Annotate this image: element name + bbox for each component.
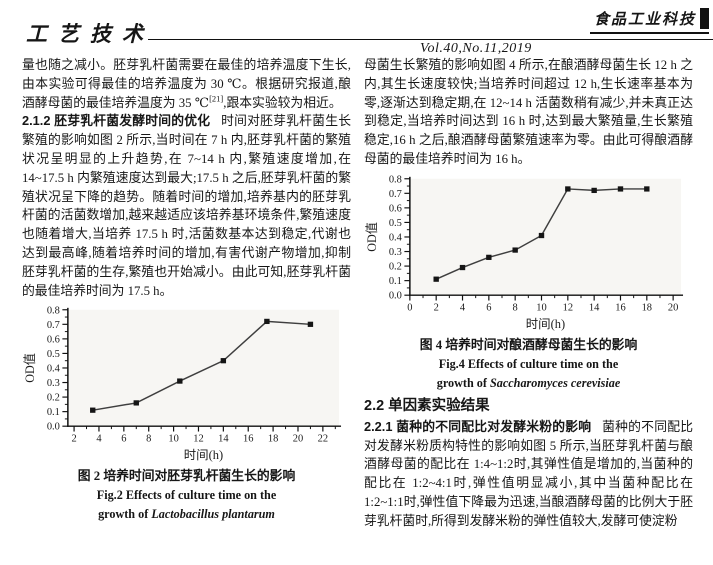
figure2: 2 4 6 8 10 12 14 16 18 20 22 0.0 0.1 0.2 0.3 0.4 0.5 0.6 0… (22, 302, 351, 524)
caption-text: growth of (436, 375, 490, 390)
svg-text:18: 18 (642, 303, 652, 314)
figure4-caption-zh: 图 4 培养时间对酿酒酵母菌生长的影响 (419, 337, 638, 352)
svg-text:12: 12 (193, 434, 203, 445)
svg-text:0.1: 0.1 (47, 408, 60, 419)
svg-text:0.3: 0.3 (47, 378, 60, 389)
journal-title-text: 食品工业科技 (593, 12, 696, 28)
svg-text:0.5: 0.5 (389, 218, 402, 229)
svg-text:14: 14 (589, 303, 599, 314)
figure2-caption-zh: 图 2 培养时间对胚芽乳杆菌生长的影响 (77, 469, 296, 484)
svg-text:8: 8 (513, 303, 518, 314)
svg-text:0.3: 0.3 (389, 247, 402, 258)
svg-text:0.5: 0.5 (47, 349, 60, 360)
svg-text:0.8: 0.8 (389, 174, 402, 185)
svg-text:14: 14 (218, 434, 228, 445)
two-column-body: 量也随之减小。胚芽乳杆菌需要在最佳的培养温度下生长,由本实验可得最佳的培养温度为… (22, 56, 693, 531)
section-2-2-1-heading: 2.2.1 菌种的不同配比对发酵米粉的影响 (364, 418, 592, 434)
section-2-1-2-body: 时间对胚芽乳杆菌生长繁殖的影响如图 2 所示,当时间在 7 h 内,胚芽乳杆菌的… (22, 114, 351, 298)
svg-text:10: 10 (536, 303, 546, 314)
svg-text:18: 18 (268, 434, 278, 445)
paragraph-yeast-growth: 母菌生长繁殖的影响如图 4 所示,在酿酒酵母菌生长 12 h 之内,其生长速度较… (364, 58, 693, 166)
right-column: 母菌生长繁殖的影响如图 4 所示,在酿酒酵母菌生长 12 h 之内,其生长速度较… (364, 56, 693, 531)
svg-text:16: 16 (243, 434, 253, 445)
figure4-line-chart: 0 2 4 6 8 10 12 14 16 18 20 0.0 0.1 0.2 0.3 0.4 0.5 0.6 0.… (364, 174, 684, 331)
caption-text: growth of (98, 507, 152, 522)
svg-text:0.0: 0.0 (47, 422, 60, 433)
volume-info: Vol.40,No.11,2019 (420, 41, 532, 56)
svg-text:0.6: 0.6 (389, 203, 402, 214)
svg-text:OD值: OD值 (22, 354, 37, 384)
svg-text:0.6: 0.6 (47, 335, 60, 346)
header-divider (148, 39, 713, 40)
figure2-caption-en-line2: growth of Lactobacillus plantarum (22, 505, 351, 524)
svg-text:0.2: 0.2 (389, 261, 402, 272)
svg-text:4: 4 (96, 434, 101, 445)
svg-text:时间(h): 时间(h) (526, 317, 565, 331)
figure4: 0 2 4 6 8 10 12 14 16 18 20 0.0 0.1 0.2 0.3 0.4 0.5 0.6 0.… (364, 171, 693, 393)
svg-text:0.7: 0.7 (47, 320, 60, 331)
svg-text:0.7: 0.7 (389, 189, 402, 200)
section-2-2-1-paragraph: 2.2.1 菌种的不同配比对发酵米粉的影响 菌种的不同配比对发酵米粉质构特性的影响… (364, 418, 693, 531)
figure2-caption-en-line1: Fig.2 Effects of culture time on the (96, 488, 277, 503)
figure2-line-chart: 2 4 6 8 10 12 14 16 18 20 22 0.0 0.1 0.2 0.3 0.4 0.5 0.6 0… (22, 306, 342, 463)
svg-text:0.0: 0.0 (389, 291, 402, 302)
svg-text:0.8: 0.8 (47, 306, 60, 317)
section-2-1-2-heading: 2.1.2 胚芽乳杆菌发酵时间的优化 (22, 113, 211, 129)
svg-text:8: 8 (146, 434, 151, 445)
svg-text:10: 10 (168, 434, 178, 445)
paragraph-culture-temperature: 量也随之减小。胚芽乳杆菌需要在最佳的培养温度下生长,由本实验可得最佳的培养温度为… (22, 56, 351, 112)
svg-text:16: 16 (615, 303, 625, 314)
journal-section-logo: 工艺技术 (26, 22, 154, 46)
figure4-caption-en-line2: growth of Saccharomyces cerevisiae (364, 374, 693, 393)
journal-title-logo: 食品工业科技 (589, 7, 709, 34)
paragraph-text: ,跟本实验较为相近。 (223, 95, 342, 110)
citation-superscript: [21] (209, 93, 224, 104)
svg-text:0.4: 0.4 (389, 232, 402, 243)
svg-text:0.4: 0.4 (47, 364, 60, 375)
svg-text:时间(h): 时间(h) (184, 449, 223, 463)
svg-text:12: 12 (563, 303, 573, 314)
section-2-1-2-paragraph: 2.1.2 胚芽乳杆菌发酵时间的优化 时间对胚芽乳杆菌生长繁殖的影响如图 2 所示… (22, 112, 351, 300)
svg-text:20: 20 (668, 303, 678, 314)
section-2-2-1-body: 菌种的不同配比对发酵米粉质构特性的影响如图 5 所示,当胚芽乳杆菌与酿酒酵母菌的… (364, 419, 693, 528)
journal-logo-bar (700, 8, 709, 29)
left-column: 量也随之减小。胚芽乳杆菌需要在最佳的培养温度下生长,由本实验可得最佳的培养温度为… (22, 56, 351, 531)
section-2-2-heading: 2.2 单因素实验结果 (364, 397, 490, 414)
svg-text:2: 2 (434, 303, 439, 314)
paragraph-text: 量也随之减小。胚芽乳杆菌需要在最佳的培养温度下生长,由本实验可得最佳的培养温度为… (22, 58, 351, 110)
figure4-caption-en-line1: Fig.4 Effects of culture time on the (438, 356, 619, 371)
svg-text:20: 20 (293, 434, 303, 445)
svg-text:0: 0 (407, 303, 412, 314)
svg-text:4: 4 (460, 303, 465, 314)
species-name: Saccharomyces cerevisiae (489, 375, 621, 390)
svg-text:2: 2 (71, 434, 76, 445)
svg-text:6: 6 (486, 303, 491, 314)
svg-text:0.1: 0.1 (389, 276, 402, 287)
svg-text:0.2: 0.2 (47, 393, 60, 404)
svg-text:OD值: OD值 (364, 222, 379, 252)
svg-text:6: 6 (121, 434, 126, 445)
svg-text:22: 22 (318, 434, 328, 445)
species-name: Lactobacillus plantarum (151, 507, 275, 522)
